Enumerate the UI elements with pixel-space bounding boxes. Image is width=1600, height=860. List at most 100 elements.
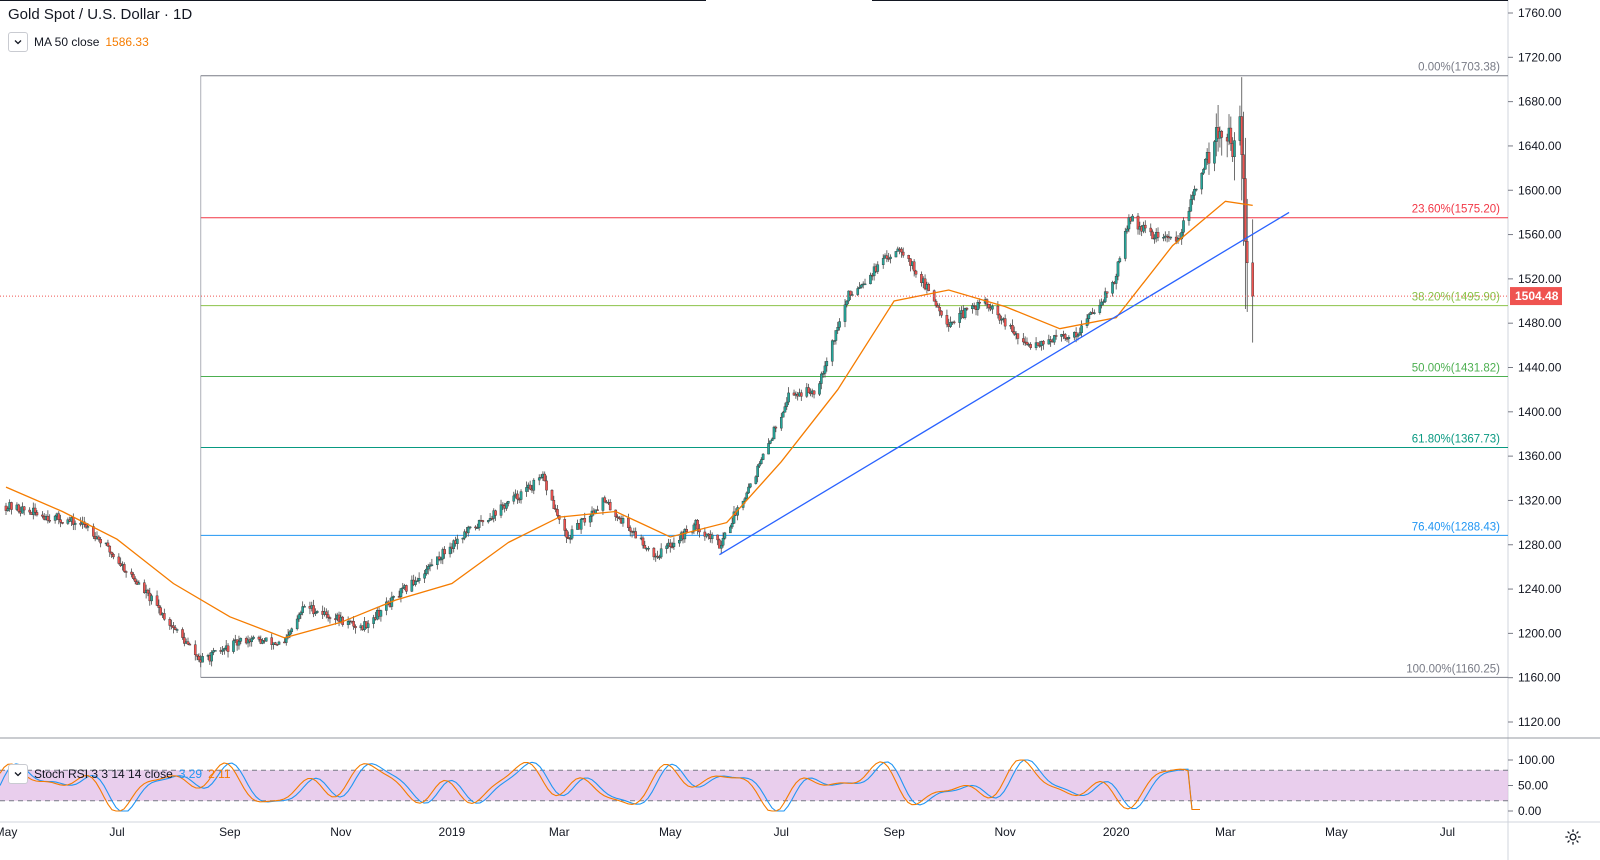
candle-body (301, 606, 304, 613)
candle-body (596, 509, 599, 511)
candle-body (818, 383, 821, 395)
candle-body (48, 520, 51, 522)
candle-body (1042, 340, 1045, 345)
stoch-y-tick-label: 50.00 (1518, 779, 1548, 793)
candle-body (907, 255, 910, 259)
candle-body (579, 519, 583, 530)
candle-body (150, 595, 153, 602)
candle-body (1194, 188, 1198, 191)
candle-body (401, 587, 405, 589)
candle-body (110, 551, 113, 555)
candle-body (213, 650, 217, 652)
collapse-button[interactable] (8, 32, 28, 52)
candle-body (952, 321, 956, 324)
candle-body (1074, 332, 1078, 337)
candle-body (372, 617, 375, 624)
ma-label: MA 50 close (34, 35, 100, 49)
candle-body (836, 327, 840, 331)
candle-body (556, 509, 559, 516)
fib-level-label: 100.00%(1160.25) (1406, 663, 1500, 675)
x-tick-label: Jul (774, 825, 789, 839)
x-tick-label: May (0, 825, 17, 839)
candle-body (423, 573, 426, 579)
stoch-collapse-button[interactable] (8, 764, 28, 784)
candle-body (385, 601, 388, 611)
candle-body (210, 652, 213, 662)
candle-body (668, 542, 672, 547)
candle-body (743, 498, 747, 502)
candle-body (1029, 344, 1032, 348)
y-tick-label: 1400.00 (1518, 405, 1562, 419)
candle-body (832, 340, 836, 342)
stoch-legend-row: Stoch RSI 3 3 14 14 close 3.29 2.11 (8, 764, 231, 784)
candle-body (1153, 237, 1156, 240)
y-tick-label: 1560.00 (1518, 228, 1562, 242)
y-tick-label: 1320.00 (1518, 493, 1562, 507)
fib-level-label: 50.00%(1431.82) (1412, 363, 1500, 375)
candle-body (197, 656, 201, 661)
candle-body (186, 641, 190, 645)
candle-body (295, 618, 299, 630)
ma50-line (5, 200, 1253, 639)
candle-body (658, 556, 661, 559)
candle-body (732, 511, 736, 524)
stoch-label: Stoch RSI 3 3 14 14 close (34, 767, 173, 781)
candle-body (461, 537, 465, 540)
candle-body (1000, 319, 1003, 321)
candle-body (516, 493, 519, 500)
candle-body (756, 465, 759, 478)
candle-body (845, 300, 849, 306)
candle-body (274, 642, 277, 645)
candle-body (672, 542, 676, 547)
candle-body (1118, 258, 1122, 263)
candle-body (1204, 159, 1207, 170)
candle-body (1067, 337, 1071, 339)
candle-body (1240, 116, 1244, 155)
x-tick-label: Sep (219, 825, 241, 839)
candle-body (1103, 291, 1107, 302)
stoch-k-line (0, 759, 1200, 812)
candle-body (232, 640, 235, 652)
candle-body (155, 595, 159, 606)
candle-body (812, 390, 816, 395)
candle-body (716, 534, 719, 541)
candle-body (132, 574, 135, 579)
candle-body (73, 522, 77, 525)
candle-body (1151, 231, 1154, 240)
candle-body (563, 519, 567, 531)
stoch-y-tick-label: 100.00 (1518, 753, 1555, 767)
candle-body (923, 278, 927, 290)
candle-body (1123, 231, 1127, 259)
candle-body (437, 556, 441, 560)
candle-body (643, 545, 647, 549)
candle-body (1244, 178, 1247, 242)
candle-body (252, 636, 255, 639)
candle-body (987, 304, 991, 309)
candle-body (721, 538, 725, 546)
candle-body (501, 504, 505, 506)
y-tick-label: 1680.00 (1518, 95, 1562, 109)
candle-body (628, 527, 632, 532)
candle-body (1143, 224, 1147, 229)
candle-body (850, 294, 854, 296)
candle-body (476, 527, 479, 529)
candle-body (1036, 342, 1040, 346)
candle-body (1149, 227, 1153, 233)
candle-body (1127, 217, 1131, 230)
candle-body (1200, 172, 1204, 190)
candle-body (92, 526, 95, 537)
candle-body (1229, 127, 1233, 144)
candle-body (326, 614, 330, 618)
candle-body (730, 523, 734, 528)
stoch-band (0, 770, 1508, 801)
candle-body (965, 308, 969, 310)
candle-body (1180, 231, 1183, 240)
stoch-d-value: 2.11 (208, 767, 231, 781)
candle-body (426, 566, 430, 570)
gear-icon[interactable] (1564, 828, 1582, 846)
candle-body (1078, 332, 1082, 336)
candle-body (519, 491, 523, 500)
candle-body (770, 438, 774, 442)
fib-level-label: 76.40%(1288.43) (1412, 521, 1500, 533)
